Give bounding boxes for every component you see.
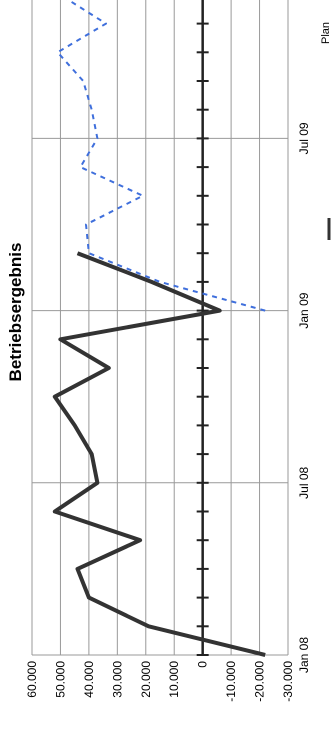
- legend-label: Plan: [320, 22, 331, 44]
- chart-title: Betriebsergebnis: [6, 243, 25, 382]
- x-tick-label: Jan 08: [297, 637, 311, 673]
- y-tick-label: 60.000: [25, 661, 39, 698]
- y-tick-label: 20.000: [139, 661, 153, 698]
- y-tick-label: 0: [196, 661, 210, 668]
- y-tick-label: 10.000: [167, 661, 181, 698]
- y-tick-label: -30.000: [281, 661, 295, 702]
- y-tick-label: 30.000: [110, 661, 124, 698]
- series-line: [56, 0, 266, 312]
- x-tick-label: Jul 09: [297, 122, 311, 154]
- y-tick-label: 40.000: [82, 661, 96, 698]
- y-tick-label: 50.000: [53, 661, 67, 698]
- series-line: [52, 251, 266, 657]
- x-tick-label: Jul 08: [297, 466, 311, 498]
- y-tick-label: -20.000: [253, 661, 267, 702]
- y-tick-label: -10.000: [224, 661, 238, 702]
- x-tick-label: Jan 09: [297, 292, 311, 328]
